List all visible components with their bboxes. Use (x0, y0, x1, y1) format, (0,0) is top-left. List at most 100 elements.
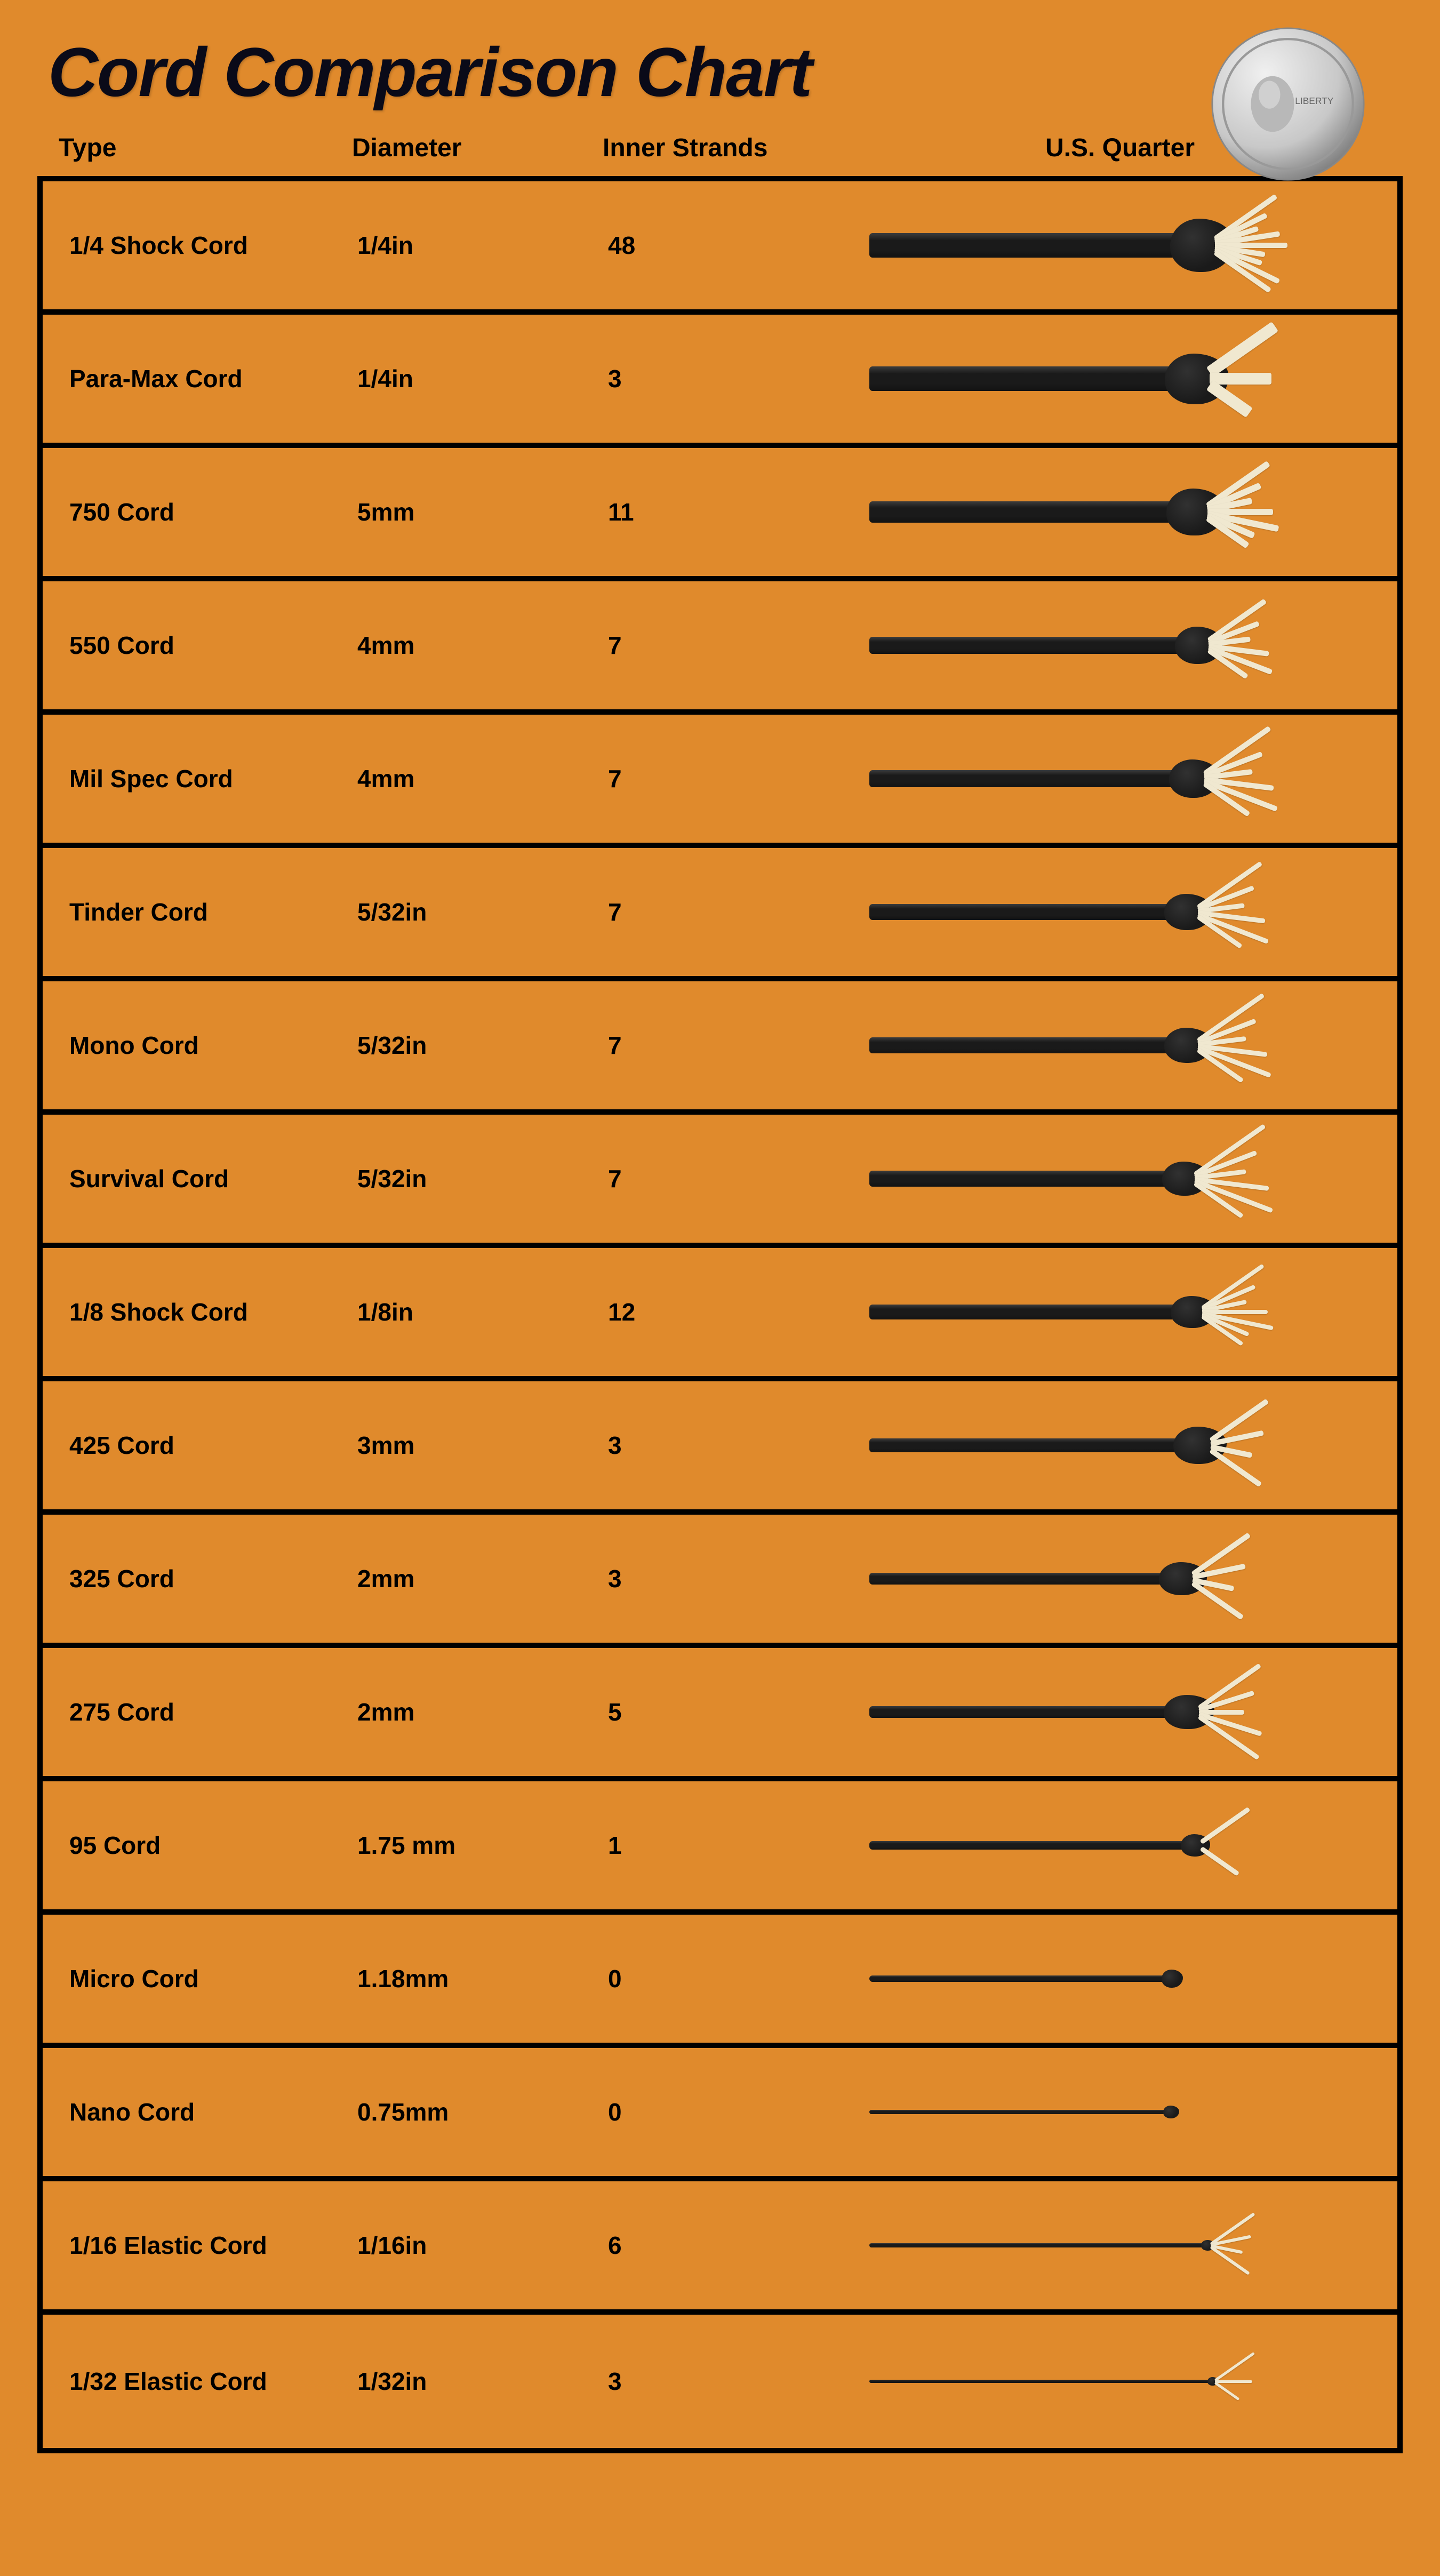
cell-diameter: 1/4in (357, 364, 608, 393)
cell-strands: 7 (608, 1031, 859, 1060)
cell-strands: 3 (608, 364, 859, 393)
cell-type: 95 Cord (43, 1831, 357, 1860)
cell-strands: 7 (608, 764, 859, 793)
cell-diameter: 5/32in (357, 1164, 608, 1193)
cell-strands: 5 (608, 1698, 859, 1726)
cord-body (869, 1573, 1173, 1585)
cord-end (1163, 2106, 1179, 2118)
cord-body (869, 770, 1184, 787)
cell-strands: 0 (608, 1964, 859, 1993)
cell-type: 1/4 Shock Cord (43, 231, 357, 260)
table-row: Para-Max Cord1/4in3 (43, 315, 1397, 448)
cell-type: 550 Cord (43, 631, 357, 660)
cell-type: 425 Cord (43, 1431, 357, 1460)
cell-diameter: 0.75mm (357, 2098, 608, 2126)
cell-type: 750 Cord (43, 498, 357, 526)
table-row: 550 Cord4mm7 (43, 581, 1397, 715)
cord-body (869, 366, 1184, 391)
cord-illustration (859, 445, 1392, 579)
cell-strands: 11 (608, 498, 859, 526)
cord-illustration (859, 2315, 1392, 2448)
cell-strands: 3 (608, 1431, 859, 1460)
table-row: Tinder Cord5/32in7 (43, 848, 1397, 981)
cell-strands: 12 (608, 1298, 859, 1326)
cell-diameter: 5/32in (357, 1031, 608, 1060)
cell-type: Para-Max Cord (43, 364, 357, 393)
cord-strand (1199, 1846, 1239, 1876)
cell-strands: 0 (608, 2098, 859, 2126)
svg-text:LIBERTY: LIBERTY (1295, 95, 1334, 106)
cord-end (1162, 1970, 1183, 1988)
cell-diameter: 5mm (357, 498, 608, 526)
cell-diameter: 1/32in (357, 2367, 608, 2396)
cord-illustration (859, 1912, 1392, 2045)
table-row: 425 Cord3mm3 (43, 1381, 1397, 1515)
cord-strand (1214, 2351, 1255, 2381)
cell-strands: 3 (608, 2367, 859, 2396)
comparison-table: 1/4 Shock Cord1/4in48Para-Max Cord1/4in3… (37, 176, 1403, 2453)
cord-body (869, 1975, 1168, 1982)
page-title: Cord Comparison Chart (48, 32, 1403, 112)
table-row: 1/8 Shock Cord1/8in12 (43, 1248, 1397, 1381)
cord-illustration (859, 312, 1392, 445)
table-row: 325 Cord2mm3 (43, 1515, 1397, 1648)
table-row: 275 Cord2mm5 (43, 1648, 1397, 1781)
cell-type: Tinder Cord (43, 898, 357, 926)
cord-illustration (859, 1512, 1392, 1645)
cord-strand (1196, 861, 1262, 910)
cell-type: Micro Cord (43, 1964, 357, 1993)
cell-type: Mil Spec Cord (43, 764, 357, 793)
cord-illustration (859, 579, 1392, 712)
cord-strand (1215, 2380, 1252, 2383)
cord-body (869, 1305, 1184, 1319)
cord-illustration (859, 2179, 1392, 2312)
cell-type: 275 Cord (43, 1698, 357, 1726)
cell-type: Nano Cord (43, 2098, 357, 2126)
quarter-coin-icon: LIBERTY (1211, 27, 1365, 184)
cell-strands: 7 (608, 1164, 859, 1193)
cord-illustration (859, 1245, 1392, 1379)
cord-body (869, 2380, 1211, 2383)
cell-strands: 7 (608, 898, 859, 926)
cord-strand (1206, 322, 1278, 377)
cell-diameter: 4mm (357, 631, 608, 660)
table-row: 95 Cord1.75 mm1 (43, 1781, 1397, 1915)
cord-illustration (859, 179, 1392, 312)
header-strands: Inner Strands (603, 133, 853, 163)
cell-diameter: 5/32in (357, 898, 608, 926)
cell-diameter: 1.18mm (357, 1964, 608, 1993)
cord-body (869, 501, 1184, 523)
cell-type: Mono Cord (43, 1031, 357, 1060)
table-row: 750 Cord5mm11 (43, 448, 1397, 581)
cell-diameter: 2mm (357, 1564, 608, 1593)
cord-illustration (859, 1379, 1392, 1512)
table-row: 1/16 Elastic Cord1/16in6 (43, 2181, 1397, 2315)
cord-body (869, 1841, 1189, 1850)
cell-diameter: 2mm (357, 1698, 608, 1726)
table-row: Survival Cord5/32in7 (43, 1115, 1397, 1248)
cell-strands: 3 (608, 1564, 859, 1593)
cell-diameter: 1/16in (357, 2231, 608, 2260)
cord-strand (1196, 993, 1265, 1043)
cord-strand (1210, 373, 1271, 385)
cell-type: Survival Cord (43, 1164, 357, 1193)
cord-illustration (859, 1112, 1392, 1245)
cord-strand (1199, 1807, 1250, 1844)
cord-body (869, 233, 1189, 258)
table-row: Micro Cord1.18mm0 (43, 1915, 1397, 2048)
cell-strands: 1 (608, 1831, 859, 1860)
cord-illustration (859, 1645, 1392, 1779)
cell-strands: 7 (608, 631, 859, 660)
cell-type: 1/16 Elastic Cord (43, 2231, 357, 2260)
cord-body (869, 637, 1189, 654)
cord-body (869, 1037, 1179, 1053)
cell-strands: 6 (608, 2231, 859, 2260)
cord-illustration (859, 712, 1392, 845)
cord-strand (1203, 726, 1271, 776)
header-type: Type (37, 133, 352, 163)
cord-body (869, 1438, 1189, 1452)
cord-body (869, 2110, 1168, 2114)
cord-illustration (859, 2045, 1392, 2179)
cord-strand (1194, 1124, 1266, 1177)
cell-type: 1/8 Shock Cord (43, 1298, 357, 1326)
